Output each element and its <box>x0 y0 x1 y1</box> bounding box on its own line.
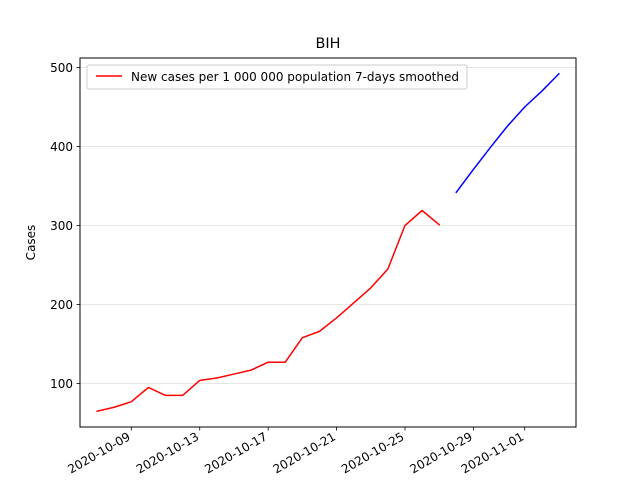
plot-area-frame <box>79 57 577 428</box>
series-layer <box>96 72 560 413</box>
y-tick-label: 500 <box>50 61 73 75</box>
legend-box <box>86 64 468 90</box>
legend: New cases per 1 000 000 population 7-day… <box>86 64 468 90</box>
series-line-2 <box>455 72 560 194</box>
y-axis-label: Cases <box>24 225 38 261</box>
series-line-1 <box>96 209 441 413</box>
legend-label-series-1: New cases per 1 000 000 population 7-day… <box>131 70 459 84</box>
y-tick-label: 200 <box>50 298 73 312</box>
y-tick-label: 100 <box>50 377 73 391</box>
y-tick-label: 400 <box>50 140 73 154</box>
grid-layer <box>80 66 576 385</box>
chart-title: BIH <box>316 36 341 52</box>
y-tick-label: 300 <box>50 219 73 233</box>
